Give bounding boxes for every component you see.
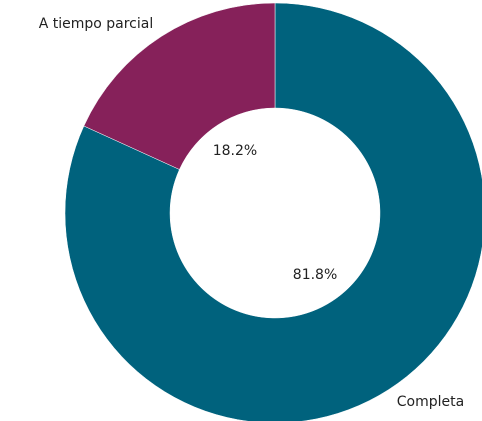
donut-slice: [83, 2, 276, 170]
value-label: 18.2%: [213, 143, 257, 159]
category-label: A tiempo parcial: [39, 16, 154, 32]
donut-slice: [64, 2, 482, 421]
category-label: Completa: [397, 394, 464, 410]
value-label: 81.8%: [293, 267, 337, 283]
